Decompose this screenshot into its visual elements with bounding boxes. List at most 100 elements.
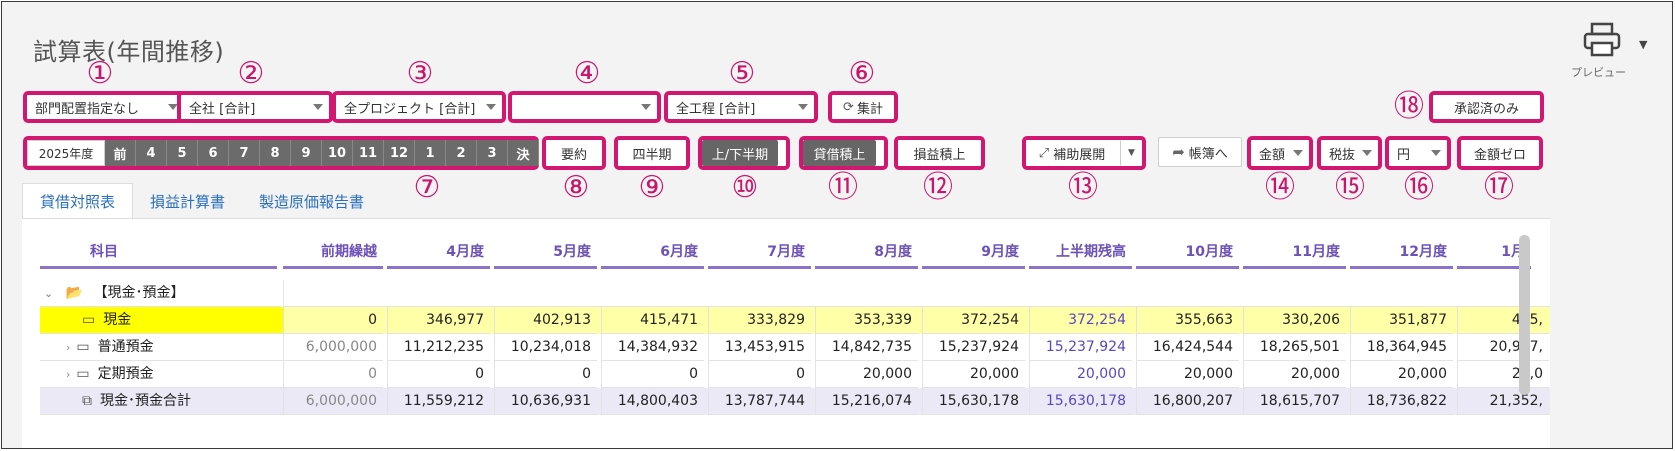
ledger-label: 帳簿へ — [1188, 146, 1228, 162]
process-select-value: 全工程 [合計] — [676, 101, 756, 117]
account-tag-icon: ▭ — [76, 366, 90, 382]
expand-dropdown-button[interactable]: ▼ — [1120, 140, 1142, 166]
ledger-button[interactable]: ➦ 帳簿へ — [1158, 137, 1242, 167]
table-cell: 13,453,915 — [708, 334, 811, 361]
chevron-down-icon: ▼ — [1128, 148, 1135, 158]
table-cell: 6,000,000 — [283, 388, 383, 415]
company-select-frame: 全社 [合計] — [177, 91, 333, 123]
table-cell: 330,206 — [1243, 307, 1346, 334]
table-cell: 415,471 — [601, 307, 704, 334]
table-cell: 14,800,403 — [601, 388, 704, 415]
chevron-down-icon — [486, 104, 496, 110]
half-frame: 上/下半期 — [698, 136, 790, 170]
table-cell: 0 — [494, 361, 597, 388]
project-select[interactable]: 全プロジェクト [合計] — [336, 95, 502, 119]
table-cell: 16,800,207 — [1136, 388, 1239, 415]
marker-16: ⑯ — [1404, 170, 1434, 205]
chevron-down-icon: ⌄ — [44, 287, 54, 300]
aggregate-label: 集計 — [856, 101, 883, 117]
vertical-scrollbar[interactable] — [1519, 235, 1530, 395]
aggregate-button[interactable]: ⟳ 集計 — [832, 95, 894, 119]
table-cell: 15,237,924 — [922, 334, 1025, 361]
tab-balance-sheet[interactable]: 貸借対照表 — [22, 183, 134, 219]
chevron-down-icon — [798, 104, 808, 110]
zero-amount-button[interactable]: 金額ゼロ — [1461, 140, 1539, 166]
table-row[interactable]: ▭ 現金 0 346,977 402,913 415,471 333,829 353,339… — [40, 307, 1550, 334]
marker-3: ③ — [406, 56, 434, 91]
period-5[interactable]: 5 — [167, 140, 198, 166]
period-3[interactable]: 3 — [477, 140, 508, 166]
unit-select[interactable]: 円 — [1389, 140, 1447, 166]
share-arrow-icon: ➦ — [1172, 143, 1185, 161]
chevron-right-icon: › — [66, 341, 71, 354]
approved-only-button[interactable]: 承認済のみ — [1433, 95, 1540, 119]
tab-income-statement[interactable]: 損益計算書 — [150, 192, 226, 211]
half-year-button[interactable]: 上/下半期 — [702, 140, 778, 166]
company-select[interactable]: 全社 [合計] — [181, 95, 329, 119]
table-cell: 15,630,178 — [922, 388, 1025, 415]
table-cell: 0 — [708, 361, 811, 388]
period-12[interactable]: 12 — [384, 140, 415, 166]
marker-2: ② — [237, 56, 265, 91]
marker-1: ① — [86, 56, 114, 91]
account-tag-icon: ▭ — [76, 339, 90, 355]
period-10[interactable]: 10 — [322, 140, 353, 166]
chevron-down-icon — [1293, 150, 1303, 156]
amount-select[interactable]: 金額 — [1251, 140, 1309, 166]
table-row-total[interactable]: ⧉ 現金･預金合計 6,000,000 11,559,212 10,636,931 14… — [40, 388, 1550, 415]
summary-button[interactable]: 要約 — [546, 140, 602, 166]
process-select-frame: 全工程 [合計] — [664, 91, 818, 123]
amount-select-value: 金額 — [1259, 147, 1286, 163]
table-cell: 18,364,945 — [1350, 334, 1453, 361]
tab-manufacturing-cost[interactable]: 製造原価報告書 — [259, 192, 365, 211]
table-cell: 372,254 — [1029, 307, 1132, 334]
period-8[interactable]: 8 — [260, 140, 291, 166]
unit-frame: 円 — [1385, 136, 1451, 170]
process-select[interactable]: 全工程 [合計] — [668, 95, 814, 119]
marker-5: ⑤ — [728, 56, 756, 91]
blank-select-frame — [508, 91, 661, 123]
tax-select[interactable]: 税抜 — [1321, 140, 1378, 166]
marker-9: ⑨ — [638, 170, 666, 205]
folder-open-icon: 📂 — [65, 285, 84, 301]
table-cell: 20,0 — [1457, 361, 1549, 388]
period-4[interactable]: 4 — [136, 140, 167, 166]
tax-select-value: 税抜 — [1329, 147, 1356, 163]
table-cell: 15,630,178 — [1029, 388, 1132, 415]
period-settlement[interactable]: 決 — [508, 140, 539, 166]
quarter-button[interactable]: 四半期 — [618, 140, 686, 166]
approved-frame: 承認済のみ — [1429, 91, 1544, 123]
bs-stack-button[interactable]: 貸借積上 — [803, 140, 876, 166]
preview-button[interactable]: ▼ プレビュー — [1567, 20, 1672, 80]
bs-stack-frame: 貸借積上 — [799, 136, 888, 170]
period-9[interactable]: 9 — [291, 140, 322, 166]
blank-select[interactable] — [512, 95, 657, 119]
period-prev[interactable]: 前 — [105, 140, 136, 166]
table-cell: 0 — [387, 361, 490, 388]
table-cell: 425, — [1457, 307, 1549, 334]
marker-11: ⑪ — [828, 170, 858, 205]
col-header-month: 9月度 — [922, 241, 1025, 269]
aggregate-frame: ⟳ 集計 — [828, 91, 898, 123]
period-2[interactable]: 2 — [446, 140, 477, 166]
period-7[interactable]: 7 — [229, 140, 260, 166]
group-row[interactable]: ⌄ 📂 【現金･預金】 — [40, 280, 1550, 307]
dept-select[interactable]: 部門配置指定なし — [27, 95, 184, 119]
period-11[interactable]: 11 — [353, 140, 384, 166]
pl-stack-button[interactable]: 損益積上 — [898, 140, 981, 166]
expand-button[interactable]: ⤢ 補助展開 — [1026, 140, 1118, 166]
marker-7: ⑦ — [413, 170, 441, 205]
chevron-down-icon — [1362, 150, 1372, 156]
period-1[interactable]: 1 — [415, 140, 446, 166]
table-cell: 20,000 — [1136, 361, 1239, 388]
table-cell: 10,234,018 — [494, 334, 597, 361]
table-cell: 353,339 — [815, 307, 918, 334]
fiscal-year-label[interactable]: 2025年度 — [27, 140, 105, 166]
period-6[interactable]: 6 — [198, 140, 229, 166]
table-row[interactable]: › ▭ 普通預金 6,000,000 11,212,235 10,234,018 14,3… — [40, 334, 1550, 361]
zero-frame: 金額ゼロ — [1457, 136, 1543, 170]
col-header-month: 5月度 — [494, 241, 597, 269]
marker-6: ⑥ — [848, 56, 876, 91]
table-row[interactable]: › ▭ 定期預金 0 0 0 0 0 20,000 20,000 20,000 20,000 20,0… — [40, 361, 1550, 388]
table-cell: 6,000,000 — [283, 334, 383, 361]
